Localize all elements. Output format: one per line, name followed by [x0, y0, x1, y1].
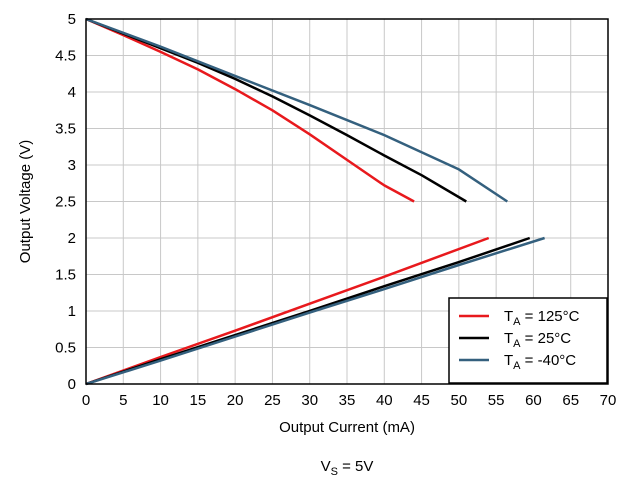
x-tick-label: 55: [488, 392, 505, 409]
legend-label: TA = -40°C: [504, 352, 576, 372]
legend-label: TA = 125°C: [504, 308, 580, 328]
series-line-sinking: [85, 236, 545, 386]
x-axis-title: Output Current (mA): [279, 419, 415, 436]
series-line-sinking: [85, 236, 531, 386]
series-line-sourcing: [85, 17, 467, 203]
plot-frame: [85, 18, 609, 385]
y-tick-label: 3: [68, 157, 76, 174]
caption-rest: = 5V: [338, 458, 373, 475]
x-tick-label: 35: [339, 392, 356, 409]
y-tick-label: 4: [68, 84, 76, 101]
x-tick-label: 5: [119, 392, 127, 409]
x-tick-label: 50: [451, 392, 468, 409]
x-tick-label: 30: [301, 392, 318, 409]
y-tick-label: 5: [68, 11, 76, 28]
x-tick-label: 65: [562, 392, 579, 409]
x-tick-label: 45: [413, 392, 430, 409]
x-tick-label: 15: [190, 392, 207, 409]
caption-subscript: S: [331, 466, 338, 478]
x-tick-label: 20: [227, 392, 244, 409]
x-tick-label: 70: [600, 392, 617, 409]
x-tick-label: 25: [264, 392, 281, 409]
legend-box: [448, 297, 608, 384]
y-tick-label: 1: [68, 303, 76, 320]
series-line-sourcing: [85, 17, 415, 203]
y-tick-label: 4.5: [55, 48, 76, 65]
y-tick-label: 3.5: [55, 121, 76, 138]
y-axis-title: Output Voltage (V): [17, 140, 34, 263]
tick-labels: 0 5 10 15 20 25 30 35 40 45 50 55 60 65 7000.511.522.5…: [55, 11, 616, 409]
supply-voltage-caption: VS = 5V: [321, 458, 374, 478]
legend: TA = 125°CTA = 25°CTA = -40°C: [448, 297, 608, 384]
y-tick-label: 2.5: [55, 194, 76, 211]
series-line-sinking: [85, 236, 490, 386]
caption-main: V: [321, 458, 331, 475]
x-tick-label: 0: [82, 392, 90, 409]
x-tick-label: 40: [376, 392, 393, 409]
y-tick-label: 2: [68, 230, 76, 247]
y-tick-label: 0: [68, 376, 76, 393]
y-tick-label: 0.5: [55, 340, 76, 357]
x-tick-label: 10: [152, 392, 169, 409]
legend-label: TA = 25°C: [504, 330, 571, 350]
y-tick-label: 1.5: [55, 267, 76, 284]
x-tick-label: 60: [525, 392, 542, 409]
series-lines: [85, 17, 545, 386]
series-line-sourcing: [85, 17, 508, 203]
